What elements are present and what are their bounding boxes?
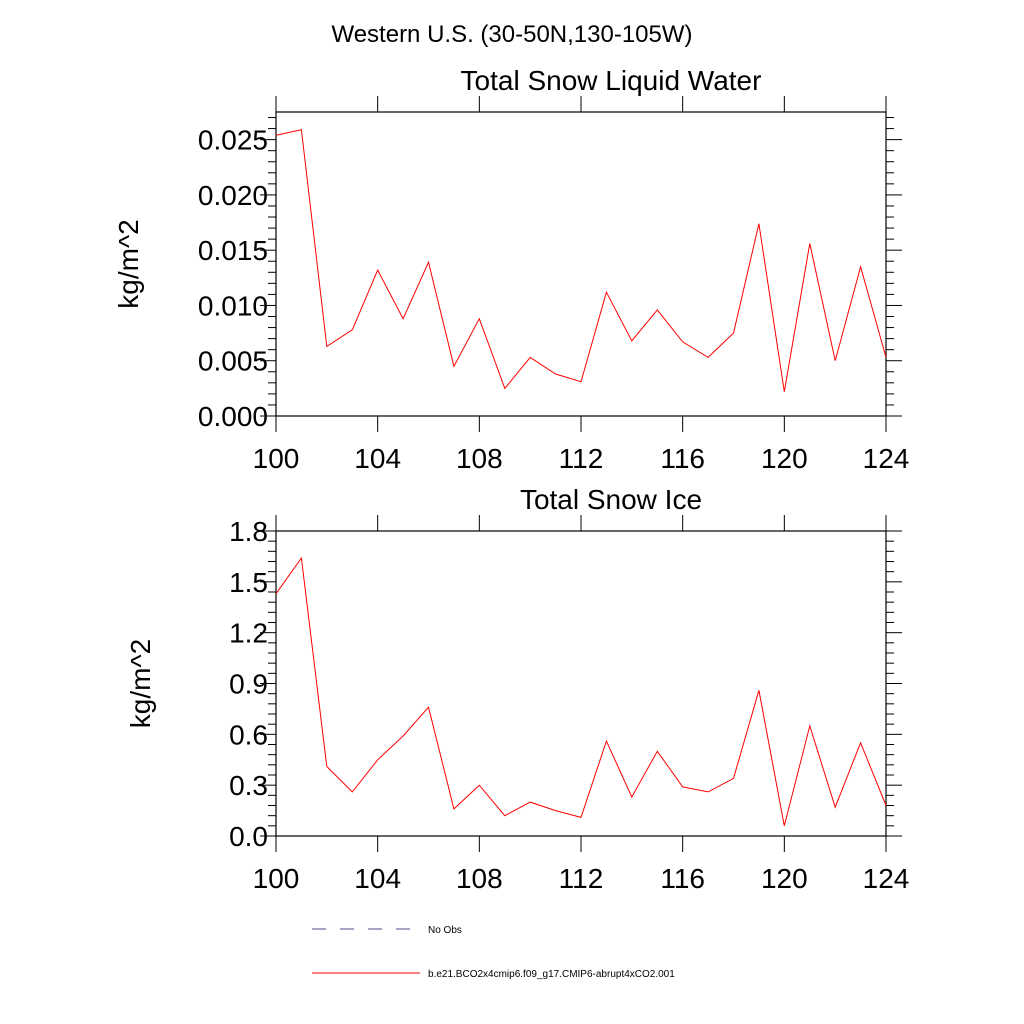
y-tick-label: 0.000 <box>198 401 268 432</box>
x-tick-label: 112 <box>559 443 604 474</box>
legend-label: b.e21.BCO2x4cmip6.f09_g17.CMIP6-abrupt4x… <box>428 969 675 980</box>
y-tick-label: 0.020 <box>198 180 268 211</box>
chart-title: Total Snow Liquid Water <box>461 65 762 96</box>
y-tick-label: 1.2 <box>229 618 268 649</box>
y-tick-label: 0.9 <box>229 669 268 700</box>
x-tick-label: 112 <box>559 863 604 894</box>
legend-label: No Obs <box>428 925 462 936</box>
x-tick-label: 100 <box>253 443 300 474</box>
y-tick-label: 0.015 <box>198 235 268 266</box>
y-tick-label: 1.5 <box>229 567 268 598</box>
chart-title: Total Snow Ice <box>520 484 702 515</box>
y-axis-label: kg/m^2 <box>113 219 144 308</box>
y-tick-label: 0.005 <box>198 346 268 377</box>
y-tick-label: 0.6 <box>229 719 268 750</box>
x-tick-label: 116 <box>660 863 705 894</box>
x-tick-label: 104 <box>354 863 401 894</box>
x-tick-label: 100 <box>253 863 300 894</box>
series-line <box>275 556 887 826</box>
x-tick-label: 120 <box>761 863 808 894</box>
y-tick-label: 0.0 <box>229 821 268 852</box>
plot-frame <box>275 530 887 837</box>
chart-panel-2: Total Snow Ice 100 104 108 112 116 120 124 0.0 0.… <box>125 484 909 894</box>
x-tick-label: 104 <box>354 443 401 474</box>
x-tick-label: 124 <box>863 443 910 474</box>
chart-panels: Total Snow Liquid Water 100 104 108 112 116 12… <box>113 65 909 894</box>
y-tick-label: 1.8 <box>229 516 268 547</box>
x-tick-label: 108 <box>456 443 503 474</box>
y-tick-label: 0.010 <box>198 290 268 321</box>
y-tick-label: 0.025 <box>198 125 268 156</box>
y-axis-label: kg/m^2 <box>125 639 156 728</box>
plot-frame <box>275 111 887 417</box>
series-line <box>275 129 887 392</box>
x-tick-label: 108 <box>456 863 503 894</box>
x-tick-label: 116 <box>660 443 705 474</box>
y-tick-label: 0.3 <box>229 770 268 801</box>
chart-panel-1: Total Snow Liquid Water 100 104 108 112 116 12… <box>113 65 909 474</box>
x-tick-label: 120 <box>761 443 808 474</box>
legend: No Obs b.e21.BCO2x4cmip6.f09_g17.CMIP6-ab… <box>312 925 675 980</box>
figure-suptitle: Western U.S. (30-50N,130-105W) <box>331 21 692 48</box>
x-tick-label: 124 <box>863 863 910 894</box>
